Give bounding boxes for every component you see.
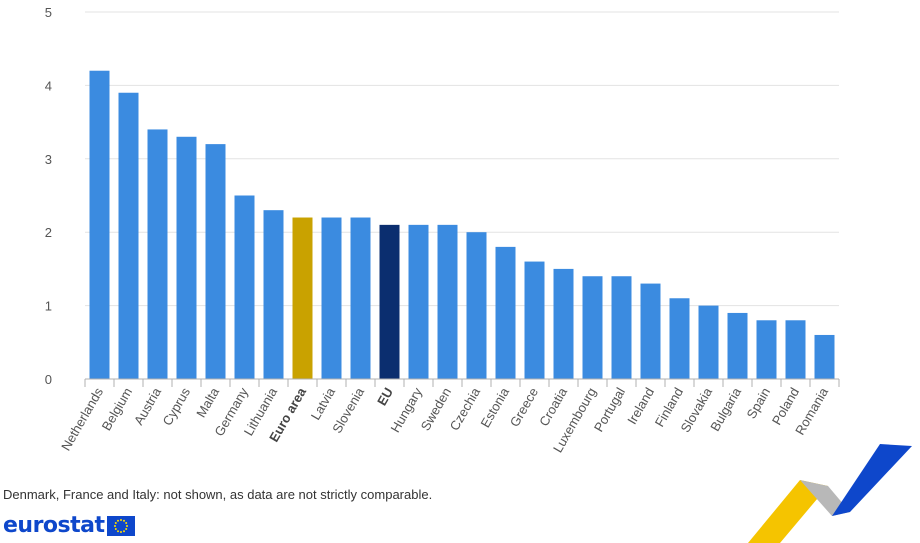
bar bbox=[553, 268, 574, 379]
bar bbox=[698, 305, 719, 379]
x-category-label: EU bbox=[374, 385, 396, 408]
bar bbox=[292, 217, 313, 379]
bar bbox=[147, 129, 168, 379]
bar bbox=[582, 276, 603, 379]
bar bbox=[205, 144, 226, 379]
y-tick-label: 5 bbox=[45, 5, 52, 20]
bar bbox=[118, 92, 139, 380]
eu-flag-icon bbox=[106, 516, 135, 536]
x-category-label: Greece bbox=[507, 385, 541, 429]
bar bbox=[379, 224, 400, 379]
logo-text: eurostat bbox=[3, 513, 105, 538]
bar bbox=[263, 210, 284, 379]
y-tick-label: 3 bbox=[45, 152, 52, 167]
bar bbox=[350, 217, 371, 379]
bar bbox=[408, 224, 429, 379]
y-tick-label: 0 bbox=[45, 372, 52, 387]
footnote: Denmark, France and Italy: not shown, as… bbox=[3, 487, 433, 502]
eurostat-logo: eurostat bbox=[3, 514, 135, 538]
bar bbox=[466, 232, 487, 379]
bar bbox=[785, 320, 806, 379]
bar bbox=[176, 136, 197, 379]
bar bbox=[234, 195, 255, 379]
bar bbox=[727, 312, 748, 379]
y-tick-label: 4 bbox=[45, 78, 52, 93]
x-category-label: Cyprus bbox=[160, 385, 194, 429]
bar bbox=[321, 217, 342, 379]
bar bbox=[814, 334, 835, 379]
bar bbox=[89, 70, 110, 379]
bar bbox=[524, 261, 545, 379]
y-tick-label: 2 bbox=[45, 225, 52, 240]
x-category-label: Latvia bbox=[308, 384, 339, 422]
bar bbox=[437, 224, 458, 379]
x-category-label: Netherlands bbox=[58, 385, 106, 454]
bar bbox=[669, 298, 690, 379]
bar bbox=[640, 283, 661, 379]
y-tick-label: 1 bbox=[45, 299, 52, 314]
bar bbox=[611, 276, 632, 379]
bar bbox=[495, 246, 516, 379]
bar bbox=[756, 320, 777, 379]
x-category-label: Malta bbox=[193, 384, 222, 420]
eurostat-swoosh-icon bbox=[748, 444, 912, 543]
x-category-label: Spain bbox=[743, 385, 773, 421]
